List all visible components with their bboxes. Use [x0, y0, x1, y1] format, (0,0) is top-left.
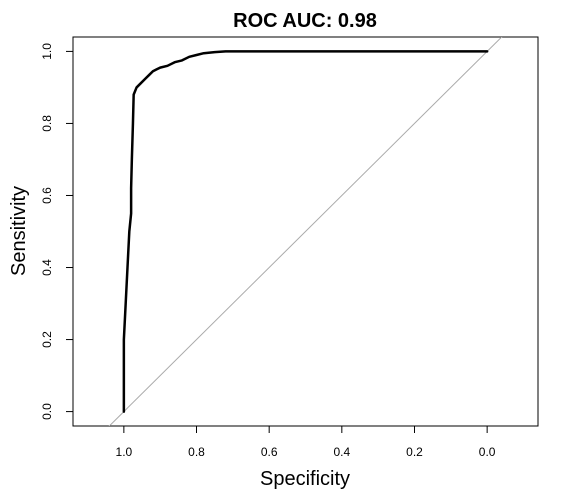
x-tick-label: 0.8: [188, 445, 205, 459]
x-tick-label: 1.0: [116, 445, 133, 459]
y-tick-label: 0.0: [40, 403, 54, 420]
x-axis: 1.0 0.8 0.6 0.4 0.2 0.0: [116, 425, 496, 459]
x-tick-label: 0.0: [479, 445, 496, 459]
y-tick-label: 1.0: [40, 43, 54, 60]
x-axis-title: Specificity: [260, 468, 350, 490]
reference-diagonal-line: [108, 37, 503, 426]
series-layer: [122, 50, 489, 413]
y-tick-label: 0.2: [40, 331, 54, 348]
y-tick-label: 0.6: [40, 187, 54, 204]
chart-title: ROC AUC: 0.98: [233, 10, 377, 32]
x-tick-label: 0.6: [261, 445, 278, 459]
y-tick-label: 0.4: [40, 259, 54, 276]
y-axis-title: Sensitivity: [8, 186, 30, 276]
x-tick-label: 0.4: [333, 445, 350, 459]
x-tick-label: 0.2: [406, 445, 423, 459]
y-axis: 0.0 0.2 0.4 0.6 0.8 1.0: [40, 43, 74, 420]
roc-curve-line: [122, 50, 489, 413]
reference-diagonal-layer: [108, 37, 503, 426]
y-tick-label: 0.8: [40, 115, 54, 132]
